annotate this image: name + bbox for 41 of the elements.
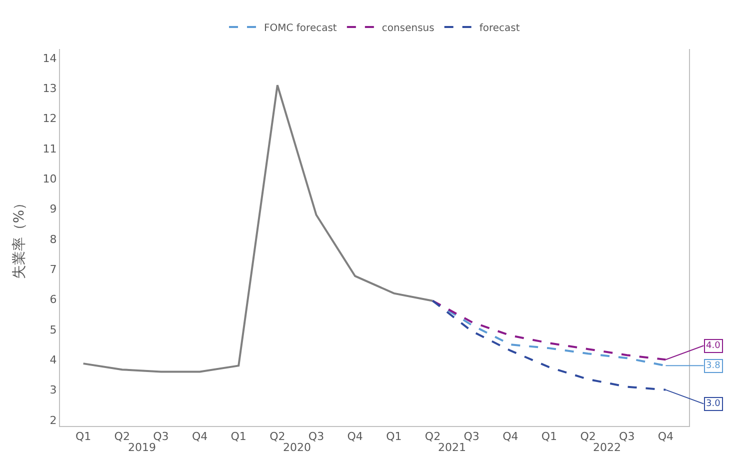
text: 2019 (128, 441, 156, 454)
x-tick-label: Q4 (192, 430, 208, 444)
line-series (82, 84, 434, 373)
y-tick-label: 4 (50, 354, 57, 366)
x-tick-label: Q3 (619, 430, 635, 444)
y-tick-label: 5 (50, 323, 57, 336)
y-tick-label: 12 (42, 112, 57, 126)
x-tick-label: Q1 (541, 430, 558, 444)
x-tick-label: Q3 (464, 430, 480, 444)
y-tick-label: 14 (42, 52, 57, 65)
x-tick-label: Q2 (114, 430, 130, 444)
legend-label: consensus (382, 22, 434, 34)
x-tick-label: Q4 (347, 430, 363, 444)
y-tick-label: 6 (50, 293, 57, 306)
legend-label: forecast (479, 22, 520, 34)
text: 2020 (283, 441, 311, 454)
x-tick-label: Q1 (230, 430, 246, 444)
x-tick-label: Q3 (308, 430, 324, 444)
text: 2022 (593, 441, 621, 454)
data-label: 3.0 (706, 399, 721, 409)
legend-label: FOMC forecast (264, 22, 337, 34)
y-tick-label: 7 (50, 263, 57, 276)
x-tick-label: Q2 (580, 430, 596, 444)
x-tick-label: Q3 (153, 430, 169, 444)
y-tick-label: 11 (42, 142, 57, 156)
y-axis-title: 失業率（%） (11, 196, 28, 280)
data-label: 4.0 (706, 341, 721, 351)
x-tick-label: Q2 (424, 430, 441, 444)
data-label: 3.8 (706, 361, 721, 371)
text: 2021 (438, 441, 466, 454)
y-tick-label: 10 (42, 172, 57, 186)
y-tick-label: 2 (50, 414, 57, 427)
x-tick-label: Q4 (502, 430, 518, 444)
y-tick-label: 8 (50, 232, 57, 246)
y-tick-label: 3 (50, 384, 57, 397)
x-tick-label: Q4 (658, 430, 674, 444)
x-tick-label: Q1 (75, 430, 92, 444)
x-tick-label: Q1 (386, 430, 402, 444)
y-tick-label: 13 (42, 82, 57, 96)
y-tick-label: 9 (50, 202, 57, 216)
x-tick-label: Q2 (270, 430, 286, 444)
